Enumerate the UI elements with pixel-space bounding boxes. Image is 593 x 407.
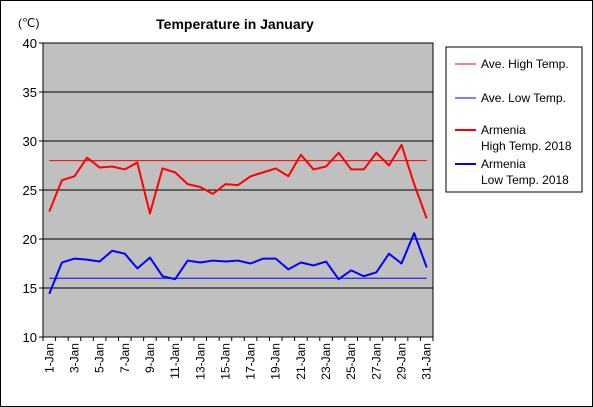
- x-tick-label: 11-Jan: [168, 343, 182, 379]
- series-line-armenia-low-temp-2018: [48, 232, 428, 295]
- x-tick-label: 19-Jan: [269, 343, 283, 380]
- chart-title: Temperature in January: [156, 16, 314, 32]
- y-axis-ticks: 10 15 20 25 30 35 40: [23, 36, 43, 345]
- legend: Ave. High Temp. Ave. Low Temp. Armenia High…: [455, 57, 572, 187]
- legend-label: Low Temp. 2018: [481, 173, 569, 187]
- x-tick-label: 5-Jan: [93, 343, 107, 373]
- legend-box: [445, 46, 583, 193]
- grid-lines: [43, 91, 433, 289]
- legend-label: High Temp. 2018: [481, 139, 572, 153]
- legend-label: Armenia: [481, 123, 526, 137]
- x-tick-label: 15-Jan: [218, 343, 232, 380]
- series-lines: [48, 143, 428, 295]
- x-tick-label: 7-Jan: [118, 343, 132, 373]
- y-tick-label: 35: [23, 85, 37, 100]
- y-axis-unit-label: (℃): [18, 16, 39, 30]
- x-tick-label: 13-Jan: [193, 343, 207, 380]
- legend-label: Armenia: [481, 157, 526, 171]
- x-axis-ticks: 1-Jan 3-Jan 5-Jan 7-Jan 9-Jan 11-Jan 13-Jan 15-…: [42, 337, 434, 380]
- y-tick-label: 30: [23, 134, 37, 149]
- x-tick-label: 23-Jan: [319, 343, 333, 380]
- x-tick-label: 31-Jan: [420, 343, 434, 380]
- legend-label: Ave. Low Temp.: [481, 91, 566, 105]
- x-tick-label: 25-Jan: [344, 343, 358, 380]
- y-tick-label: 15: [23, 281, 37, 296]
- x-tick-label: 29-Jan: [395, 343, 409, 380]
- x-tick-label: 27-Jan: [369, 343, 383, 380]
- y-tick-label: 10: [23, 330, 37, 345]
- y-tick-label: 25: [23, 183, 37, 198]
- legend-label: Ave. High Temp.: [481, 57, 569, 71]
- y-tick-label: 20: [23, 232, 37, 247]
- x-tick-label: 21-Jan: [294, 343, 308, 380]
- series-line-armenia-high-temp-2018: [48, 143, 428, 219]
- x-tick-label: 17-Jan: [244, 343, 258, 380]
- x-tick-label: 9-Jan: [143, 343, 157, 373]
- y-tick-label: 40: [23, 36, 37, 51]
- x-tick-label: 1-Jan: [42, 343, 56, 373]
- x-tick-label: 3-Jan: [67, 343, 81, 373]
